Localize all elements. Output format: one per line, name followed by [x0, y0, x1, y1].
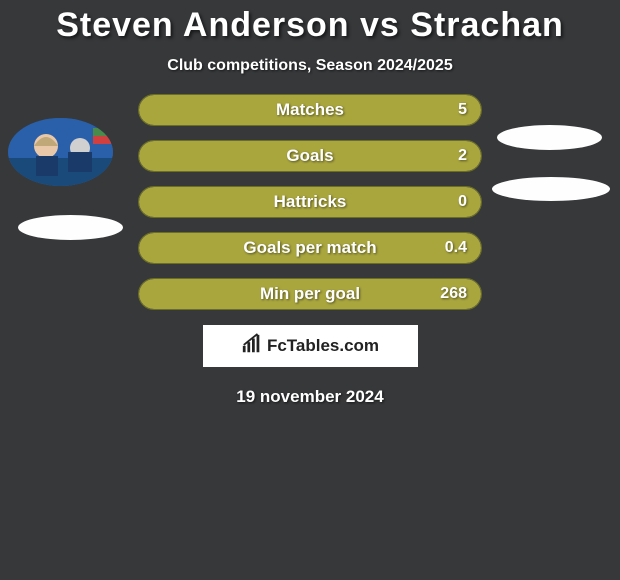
bar-label: Min per goal	[139, 284, 481, 304]
bar-label: Matches	[139, 100, 481, 120]
brand-text: FcTables.com	[267, 336, 379, 356]
right-stat-pill-2	[492, 177, 610, 201]
left-stat-pill	[18, 215, 123, 240]
stat-row: Matches 5	[0, 93, 620, 127]
stat-bar-goals-per-match: Goals per match 0.4	[138, 232, 482, 264]
stat-bar-goals: Goals 2	[138, 140, 482, 172]
chart-icon	[241, 333, 263, 360]
stat-bar-min-per-goal: Min per goal 268	[138, 278, 482, 310]
bar-value: 268	[440, 285, 467, 303]
bar-label: Hattricks	[139, 192, 481, 212]
comparison-subtitle: Club competitions, Season 2024/2025	[0, 57, 620, 75]
comparison-title: Steven Anderson vs Strachan	[0, 0, 620, 47]
player-avatar	[8, 118, 113, 186]
snapshot-date: 19 november 2024	[0, 387, 620, 407]
bar-value: 0	[458, 193, 467, 211]
stat-bar-matches: Matches 5	[138, 94, 482, 126]
brand-watermark: FcTables.com	[203, 325, 418, 367]
stat-row: Min per goal 268	[0, 277, 620, 311]
bar-value: 5	[458, 101, 467, 119]
bar-label: Goals per match	[139, 238, 481, 258]
bar-label: Goals	[139, 146, 481, 166]
right-stat-pill-1	[497, 125, 602, 150]
bar-value: 0.4	[445, 239, 467, 257]
bar-value: 2	[458, 147, 467, 165]
stat-bar-hattricks: Hattricks 0	[138, 186, 482, 218]
